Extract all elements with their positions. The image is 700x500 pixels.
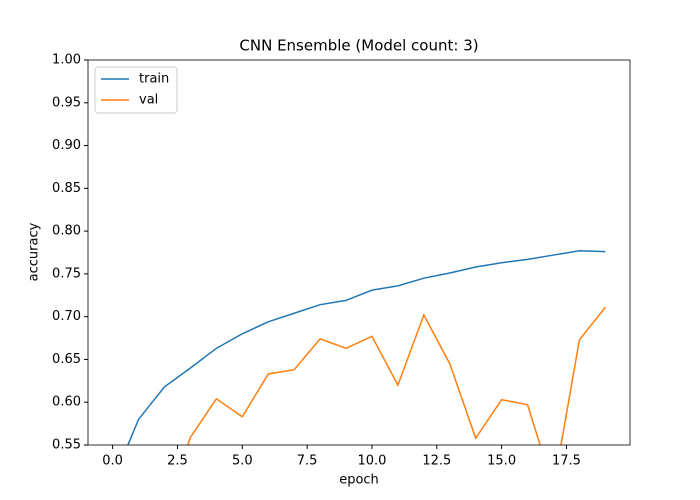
axes-frame bbox=[87, 59, 631, 446]
chart-title: CNN Ensemble (Model count: 3) bbox=[239, 37, 478, 55]
y-tick-label: 1.00 bbox=[52, 53, 81, 68]
line-series bbox=[187, 306, 606, 445]
x-tick-label: 0.0 bbox=[102, 454, 123, 469]
y-tick-label: 0.65 bbox=[52, 352, 81, 367]
line-series bbox=[127, 250, 606, 445]
x-tick-label: 2.5 bbox=[167, 454, 188, 469]
y-tick-label: 0.95 bbox=[52, 95, 81, 110]
x-tick-label: 17.5 bbox=[552, 454, 581, 469]
plot-area bbox=[127, 250, 606, 445]
legend-label: train bbox=[139, 72, 169, 87]
y-tick-label: 0.55 bbox=[52, 438, 81, 453]
x-tick-label: 15.0 bbox=[487, 454, 516, 469]
y-tick-label: 0.80 bbox=[52, 224, 81, 239]
x-tick-label: 7.5 bbox=[297, 454, 318, 469]
legend-label: val bbox=[139, 93, 158, 108]
x-tick-label: 5.0 bbox=[232, 454, 253, 469]
x-tick-label: 12.5 bbox=[422, 454, 451, 469]
y-axis-label: accuracy bbox=[27, 222, 42, 281]
y-tick-label: 0.90 bbox=[52, 138, 81, 153]
y-tick-label: 0.70 bbox=[52, 309, 81, 324]
y-tick-label: 0.75 bbox=[52, 266, 81, 281]
x-axis-label: epoch bbox=[339, 473, 379, 488]
y-tick-label: 0.85 bbox=[52, 181, 81, 196]
x-tick-label: 10.0 bbox=[357, 454, 386, 469]
y-tick-label: 0.60 bbox=[52, 395, 81, 410]
